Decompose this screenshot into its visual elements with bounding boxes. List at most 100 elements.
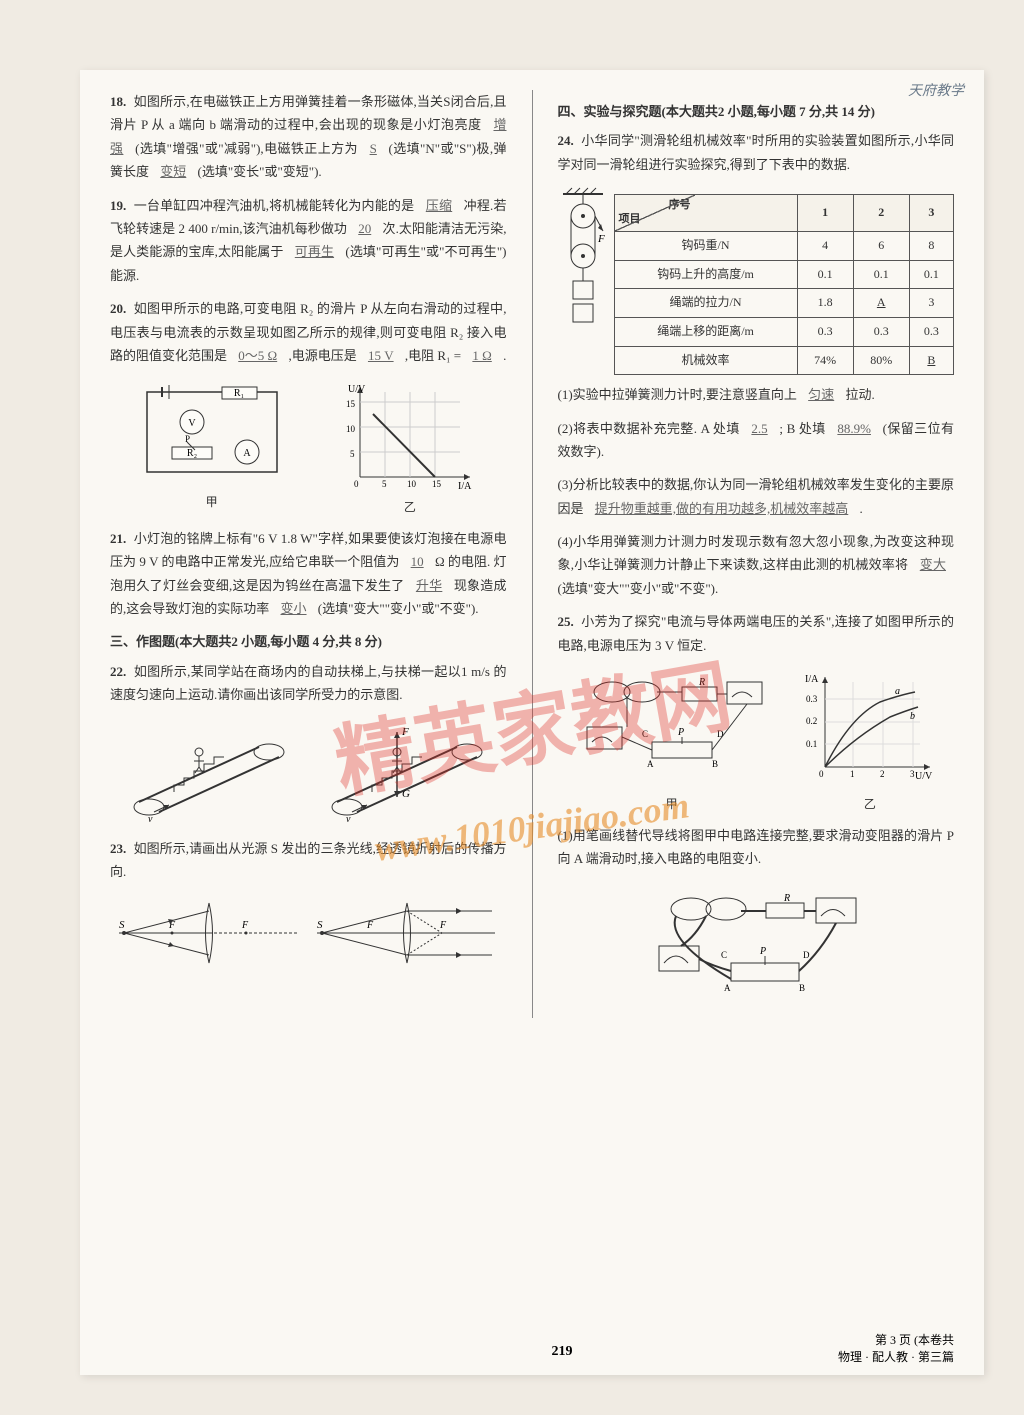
svg-text:F: F — [439, 920, 447, 931]
svg-text:R: R — [783, 893, 790, 904]
q25-circuit: R P A B C D — [572, 667, 772, 816]
q25-graph: I/A U/V 0.3 0.2 0.1 0 1 2 3 — [800, 667, 940, 816]
q19-blank3: 可再生 — [287, 244, 342, 259]
q20-circuit-label: 甲 — [137, 492, 287, 514]
svg-text:15: 15 — [346, 399, 356, 409]
svg-text:I/A: I/A — [805, 674, 819, 685]
q24-num: 24. — [558, 133, 574, 148]
question-22: 22. 如图所示,某同学站在商场内的自动扶梯上,与扶梯一起以1 m/s 的速度匀… — [110, 660, 507, 707]
escalator-left-svg: v — [124, 717, 294, 827]
svg-text:F: F — [401, 726, 409, 738]
question-23: 23. 如图所示,请画出从光源 S 发出的三条光线,经透镜折射后的传播方向. — [110, 837, 507, 884]
table-row: 绳端上移的距离/m 0.3 0.3 0.3 — [614, 317, 954, 346]
svg-text:R₂: R₂ — [187, 448, 197, 459]
q18-text-d: (选填"变长"或"变短"). — [198, 164, 322, 179]
q19-blank1: 压缩 — [418, 198, 460, 213]
q18-text-a: 如图所示,在电磁铁正上方用弹簧挂着一条形磁体,当关S闭合后,且滑片 P 从 a … — [110, 94, 507, 132]
q23-num: 23. — [110, 841, 126, 856]
q20-blank3: 1 Ω — [464, 348, 499, 363]
lens-right-svg: S F F — [312, 893, 502, 973]
svg-text:b: b — [910, 711, 915, 722]
svg-text:U/V: U/V — [915, 771, 933, 782]
header-logo: 天府教学 — [908, 80, 964, 100]
q21-blank1: 10 — [403, 554, 432, 569]
q19-blank2: 20 — [350, 221, 379, 236]
svg-text:v: v — [346, 814, 351, 825]
q25-num: 25. — [558, 614, 574, 629]
svg-text:B: B — [799, 983, 805, 993]
svg-text:U/V: U/V — [348, 384, 366, 395]
q24-data-table: 序号 项目 1 2 3 钩码重/N 4 6 8 — [614, 194, 955, 375]
svg-text:a: a — [895, 686, 900, 697]
q20-blank2: 15 V — [360, 348, 402, 363]
q20-num: 20. — [110, 301, 126, 316]
q19-text-a: 一台单缸四冲程汽油机,将机械能转化为内能的是 — [134, 198, 415, 213]
svg-text:2: 2 — [880, 769, 885, 779]
q25-p1: (1)用笔画线替代导线将图甲中电路连接完整,要求滑动变阻器的滑片 P 向 A 端… — [558, 824, 955, 871]
q22-text: 如图所示,某同学站在商场内的自动扶梯上,与扶梯一起以1 m/s 的速度匀速向上运… — [110, 664, 507, 702]
q20-graph-label: 乙 — [340, 497, 480, 519]
q18-blank3: 变短 — [152, 164, 194, 179]
question-25: 25. 小芳为了探究"电流与导体两端电压的关系",连接了如图甲所示的电路,电源电… — [558, 610, 955, 657]
svg-text:D: D — [803, 950, 810, 960]
q23-diagram-row: S F F S F F — [110, 893, 507, 973]
svg-text:0: 0 — [354, 479, 359, 489]
table-col-3: 3 — [909, 195, 953, 232]
svg-text:R₁: R₁ — [234, 388, 244, 399]
lens-left-svg: S F F — [114, 893, 304, 973]
svg-text:5: 5 — [350, 449, 355, 459]
q25-circuit-answer: R P A B C D — [558, 881, 955, 1018]
q25-circuit-label: 甲 — [572, 794, 772, 816]
q18-text-b: (选填"增强"或"减弱"),电磁铁正上方为 — [135, 141, 358, 156]
svg-text:C: C — [721, 950, 727, 960]
svg-text:15: 15 — [432, 479, 442, 489]
escalator-right-svg: F G v — [322, 717, 492, 827]
q24-p2: (2)将表中数据补充完整. A 处填 2.5 ; B 处填 88.9% (保留三… — [558, 417, 955, 464]
svg-text:v: v — [148, 814, 153, 825]
question-18: 18. 如图所示,在电磁铁正上方用弹簧挂着一条形磁体,当关S闭合后,且滑片 P … — [110, 90, 507, 184]
svg-text:P: P — [759, 946, 766, 957]
svg-text:C: C — [642, 729, 648, 739]
svg-text:S: S — [119, 919, 125, 931]
svg-text:0: 0 — [819, 769, 824, 779]
q20-text-c: ,电阻 R₁ = — [405, 348, 461, 363]
q23-text: 如图所示,请画出从光源 S 发出的三条光线,经透镜折射后的传播方向. — [110, 841, 507, 879]
table-row: 机械效率 74% 80% B — [614, 346, 954, 375]
q24-p1: (1)实验中拉弹簧测力计时,要注意竖直向上 匀速 拉动. — [558, 383, 955, 406]
pulley-diagram: F — [558, 186, 608, 344]
q25-graph-svg: I/A U/V 0.3 0.2 0.1 0 1 2 3 — [800, 667, 940, 787]
svg-text:I/A: I/A — [458, 481, 472, 492]
q20-graph-diagram: U/V I/A 15 10 5 0 5 10 15 — [340, 377, 480, 519]
table-col-2: 2 — [853, 195, 909, 232]
q24-p4: (4)小华用弹簧测力计测力时发现示数有忽大忽小现象,为改变这种现象,小华让弹簧测… — [558, 530, 955, 600]
svg-text:10: 10 — [407, 479, 417, 489]
svg-text:10: 10 — [346, 424, 356, 434]
q25-circuit-svg: R P A B C D — [572, 667, 772, 787]
question-19: 19. 一台单缸四冲程汽油机,将机械能转化为内能的是 压缩 冲程.若飞轮转速是 … — [110, 194, 507, 288]
svg-text:1: 1 — [850, 769, 855, 779]
q22-diagram-row: v F G — [110, 717, 507, 827]
footer-right: 第 3 页 (本卷共 物理 · 配人教 · 第三篇 — [838, 1331, 954, 1365]
svg-text:0.1: 0.1 — [806, 739, 817, 749]
q18-num: 18. — [110, 94, 126, 109]
svg-text:P: P — [677, 727, 684, 738]
question-24: 24. 小华同学"测滑轮组机械效率"时所用的实验装置如图所示,小华同学对同一滑轮… — [558, 129, 955, 176]
svg-text:F: F — [597, 233, 605, 245]
table-row: 绳端的拉力/N 1.8 A 3 — [614, 289, 954, 318]
table-col-1: 1 — [797, 195, 853, 232]
svg-text:F: F — [241, 920, 249, 931]
table-diag-top: 序号 — [669, 196, 691, 216]
q20-blank1: 0～5 Ω — [230, 348, 285, 363]
q25-circuit-answer-svg: R P A B C D — [641, 881, 871, 1011]
q21-num: 21. — [110, 531, 126, 546]
svg-text:S: S — [317, 919, 323, 931]
svg-text:D: D — [717, 729, 724, 739]
svg-text:A: A — [647, 759, 654, 769]
section-4-title: 四、实验与探究题(本大题共2 小题,每小题 7 分,共 14 分) — [558, 100, 955, 123]
q21-blank2: 升华 — [408, 578, 450, 593]
left-column: 18. 如图所示,在电磁铁正上方用弹簧挂着一条形磁体,当关S闭合后,且滑片 P … — [110, 90, 507, 1018]
circuit-svg: R₁ V A R₂ P — [137, 382, 287, 492]
column-divider — [532, 90, 533, 1018]
table-diag-bot: 项目 — [619, 210, 641, 230]
right-column: 四、实验与探究题(本大题共2 小题,每小题 7 分,共 14 分) 24. 小华… — [558, 90, 955, 1018]
